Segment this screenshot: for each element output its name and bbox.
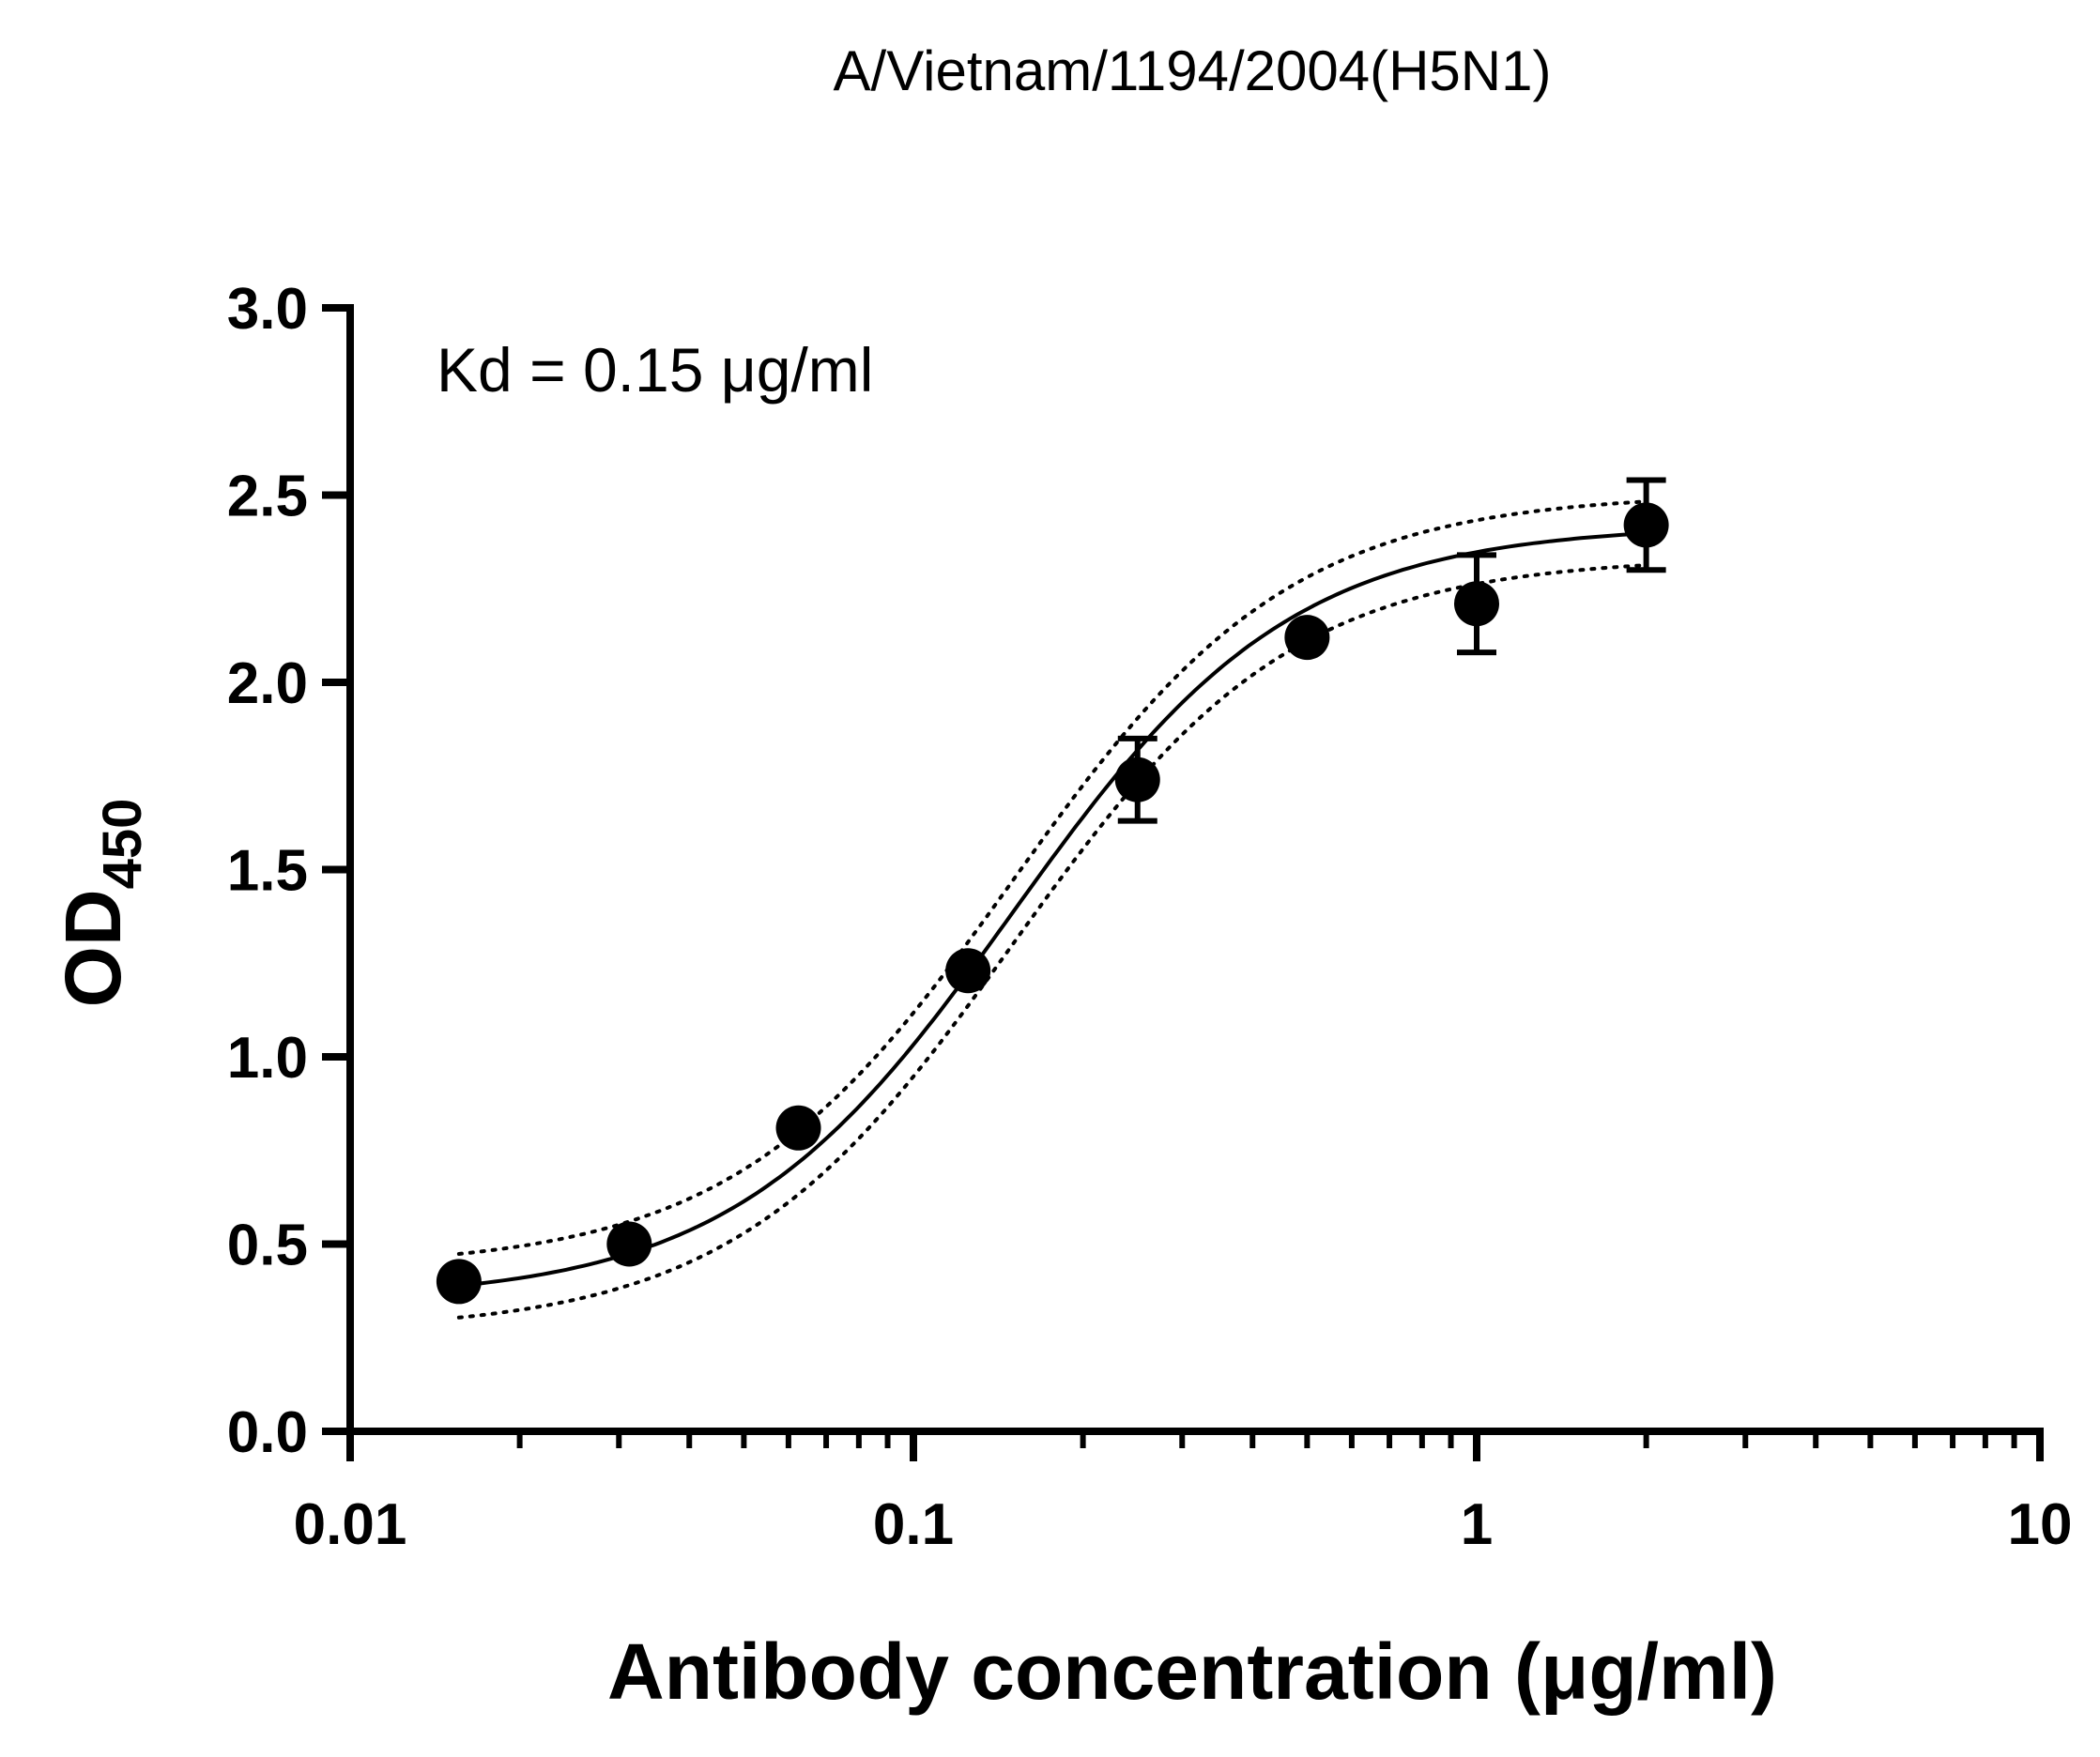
data-point — [1284, 615, 1330, 661]
data-point — [1623, 502, 1669, 548]
y-axis-ticks: 0.0 0.5 1.0 1.5 2.0 2.5 3.0 — [227, 277, 350, 1465]
kd-annotation: Kd = 0.15 μg/ml — [437, 335, 873, 405]
confidence-band — [456, 499, 1648, 1320]
y-tick-label: 2.0 — [227, 651, 308, 716]
y-axis-label-main: OD — [49, 889, 137, 1007]
x-tick-label: 10 — [2008, 1492, 2073, 1557]
y-tick-label: 0.0 — [227, 1400, 308, 1465]
data-points — [436, 502, 1669, 1305]
ci-upper-line — [456, 499, 1648, 1256]
data-point — [775, 1105, 821, 1151]
y-tick-label: 2.5 — [227, 465, 308, 529]
y-tick-label: 1.0 — [227, 1026, 308, 1091]
data-point — [1114, 756, 1160, 802]
y-tick-label: 1.5 — [227, 839, 308, 904]
x-tick-label: 1 — [1461, 1492, 1493, 1557]
x-axis-ticks: 0.01 0.1 1 10 — [294, 1431, 2073, 1557]
data-point — [1454, 581, 1499, 627]
axes — [346, 304, 2044, 1459]
y-axis-label: OD450 — [49, 799, 153, 1008]
ci-lower-line — [456, 563, 1648, 1320]
chart-title: A/Vietnam/1194/2004(H5N1) — [834, 39, 1552, 102]
y-tick-label: 3.0 — [227, 277, 308, 342]
x-tick-label: 0.1 — [873, 1492, 954, 1557]
data-point — [606, 1221, 652, 1267]
y-tick-label: 0.5 — [227, 1214, 308, 1278]
data-point — [945, 948, 991, 994]
data-point — [436, 1259, 482, 1305]
x-tick-label: 0.01 — [294, 1492, 407, 1557]
fit-line — [458, 531, 1647, 1288]
y-axis-label-subscript: 450 — [92, 799, 153, 890]
error-bars — [1117, 477, 1666, 824]
fit-curve — [458, 531, 1647, 1288]
x-axis-label: Antibody concentration (μg/ml) — [607, 1627, 1777, 1716]
